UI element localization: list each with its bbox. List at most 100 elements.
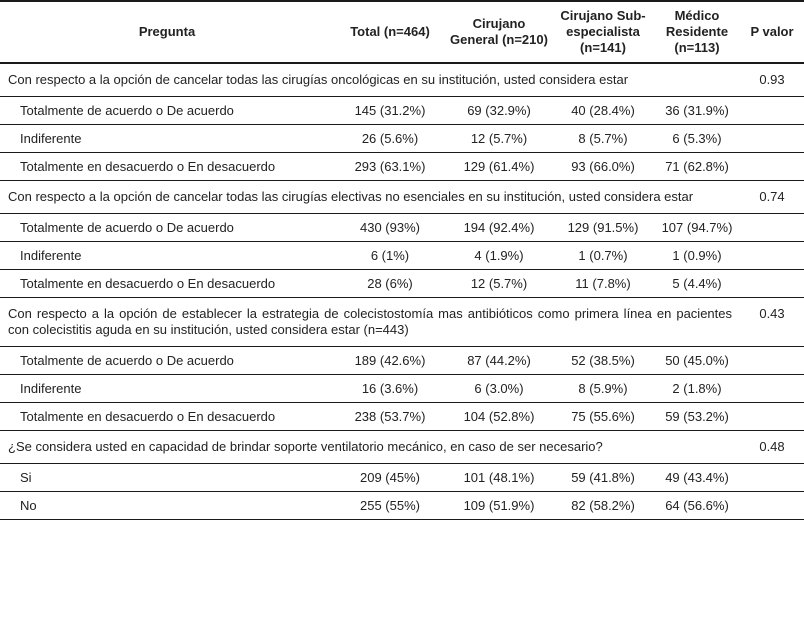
p-value-empty — [740, 491, 804, 520]
value-cell: 1 (0.9%) — [654, 241, 740, 270]
value-cell: 109 (51.9%) — [446, 491, 552, 520]
answer-row: Indiferente 6 (1%) 4 (1.9%) 1 (0.7%) 1 (0.9%… — [0, 241, 804, 270]
value-cell: 4 (1.9%) — [446, 241, 552, 270]
col-header-cirujano-general: Cirujano General (n=210) — [446, 1, 552, 64]
value-cell: 52 (38.5%) — [552, 346, 654, 375]
p-value: 0.74 — [740, 180, 804, 214]
value-cell: 49 (43.4%) — [654, 463, 740, 492]
answer-row: Totalmente de acuerdo o De acuerdo 189 (4… — [0, 346, 804, 375]
answer-row: No 255 (55%) 109 (51.9%) 82 (58.2%) 64 (56.6… — [0, 491, 804, 520]
p-value-empty — [740, 152, 804, 181]
answer-label: Totalmente en desacuerdo o En desacuerdo — [0, 402, 334, 431]
p-value-empty — [740, 346, 804, 375]
question-row: Con respecto a la opción de cancelar tod… — [0, 180, 804, 214]
value-cell: 50 (45.0%) — [654, 346, 740, 375]
p-value-empty — [740, 96, 804, 125]
question-row: Con respecto a la opción de cancelar tod… — [0, 63, 804, 97]
p-value-empty — [740, 124, 804, 153]
value-cell: 1 (0.7%) — [552, 241, 654, 270]
value-cell: 2 (1.8%) — [654, 374, 740, 403]
value-cell: 75 (55.6%) — [552, 402, 654, 431]
answer-row: Totalmente de acuerdo o De acuerdo 145 (3… — [0, 96, 804, 125]
p-value-empty — [740, 213, 804, 242]
value-cell: 101 (48.1%) — [446, 463, 552, 492]
value-cell: 129 (61.4%) — [446, 152, 552, 181]
value-cell: 107 (94.7%) — [654, 213, 740, 242]
value-cell: 59 (53.2%) — [654, 402, 740, 431]
question-row: ¿Se considera usted en capacidad de brin… — [0, 430, 804, 464]
value-cell: 82 (58.2%) — [552, 491, 654, 520]
value-cell: 145 (31.2%) — [334, 96, 446, 125]
value-cell: 6 (1%) — [334, 241, 446, 270]
value-cell: 238 (53.7%) — [334, 402, 446, 431]
answer-label: Totalmente de acuerdo o De acuerdo — [0, 213, 334, 242]
answer-row: Indiferente 26 (5.6%) 12 (5.7%) 8 (5.7%) 6 (… — [0, 124, 804, 153]
p-value: 0.93 — [740, 63, 804, 97]
answer-label: Totalmente en desacuerdo o En desacuerdo — [0, 269, 334, 298]
value-cell: 40 (28.4%) — [552, 96, 654, 125]
answer-row: Totalmente en desacuerdo o En desacuerdo… — [0, 402, 804, 431]
value-cell: 194 (92.4%) — [446, 213, 552, 242]
value-cell: 87 (44.2%) — [446, 346, 552, 375]
p-value-empty — [740, 241, 804, 270]
value-cell: 293 (63.1%) — [334, 152, 446, 181]
col-header-pregunta: Pregunta — [0, 1, 334, 64]
value-cell: 71 (62.8%) — [654, 152, 740, 181]
value-cell: 6 (5.3%) — [654, 124, 740, 153]
value-cell: 26 (5.6%) — [334, 124, 446, 153]
value-cell: 8 (5.7%) — [552, 124, 654, 153]
answer-label: Indiferente — [0, 241, 334, 270]
answer-row: Totalmente en desacuerdo o En desacuerdo… — [0, 152, 804, 181]
col-header-p-valor: P valor — [740, 1, 804, 64]
col-header-cirujano-subespecialista: Cirujano Sub-especialista (n=141) — [552, 1, 654, 64]
col-header-total: Total (n=464) — [334, 1, 446, 64]
question-text: Con respecto a la opción de establecer l… — [0, 297, 740, 347]
p-value-empty — [740, 463, 804, 492]
value-cell: 28 (6%) — [334, 269, 446, 298]
value-cell: 209 (45%) — [334, 463, 446, 492]
answer-label: Indiferente — [0, 374, 334, 403]
answer-label: Si — [0, 463, 334, 492]
col-header-medico-residente: Médico Residente (n=113) — [654, 1, 740, 64]
question-text: ¿Se considera usted en capacidad de brin… — [0, 430, 740, 464]
value-cell: 64 (56.6%) — [654, 491, 740, 520]
answer-label: Totalmente en desacuerdo o En desacuerdo — [0, 152, 334, 181]
value-cell: 6 (3.0%) — [446, 374, 552, 403]
value-cell: 36 (31.9%) — [654, 96, 740, 125]
answer-label: No — [0, 491, 334, 520]
answer-row: Si 209 (45%) 101 (48.1%) 59 (41.8%) 49 (43.4… — [0, 463, 804, 492]
value-cell: 104 (52.8%) — [446, 402, 552, 431]
p-value: 0.43 — [740, 297, 804, 347]
header-row: Pregunta Total (n=464) Cirujano General … — [0, 1, 804, 64]
answer-label: Totalmente de acuerdo o De acuerdo — [0, 96, 334, 125]
p-value: 0.48 — [740, 430, 804, 464]
answer-label: Totalmente de acuerdo o De acuerdo — [0, 346, 334, 375]
answer-label: Indiferente — [0, 124, 334, 153]
question-text: Con respecto a la opción de cancelar tod… — [0, 180, 740, 214]
value-cell: 430 (93%) — [334, 213, 446, 242]
value-cell: 189 (42.6%) — [334, 346, 446, 375]
value-cell: 59 (41.8%) — [552, 463, 654, 492]
survey-results-table: Pregunta Total (n=464) Cirujano General … — [0, 0, 804, 520]
value-cell: 255 (55%) — [334, 491, 446, 520]
table-body: Con respecto a la opción de cancelar tod… — [0, 63, 804, 520]
answer-row: Totalmente de acuerdo o De acuerdo 430 (9… — [0, 213, 804, 242]
question-text: Con respecto a la opción de cancelar tod… — [0, 63, 740, 97]
value-cell: 5 (4.4%) — [654, 269, 740, 298]
value-cell: 12 (5.7%) — [446, 269, 552, 298]
answer-row: Totalmente en desacuerdo o En desacuerdo… — [0, 269, 804, 298]
value-cell: 69 (32.9%) — [446, 96, 552, 125]
p-value-empty — [740, 402, 804, 431]
value-cell: 129 (91.5%) — [552, 213, 654, 242]
value-cell: 11 (7.8%) — [552, 269, 654, 298]
value-cell: 93 (66.0%) — [552, 152, 654, 181]
question-row: Con respecto a la opción de establecer l… — [0, 297, 804, 347]
table-header: Pregunta Total (n=464) Cirujano General … — [0, 1, 804, 64]
p-value-empty — [740, 269, 804, 298]
p-value-empty — [740, 374, 804, 403]
value-cell: 12 (5.7%) — [446, 124, 552, 153]
answer-row: Indiferente 16 (3.6%) 6 (3.0%) 8 (5.9%) 2 (1… — [0, 374, 804, 403]
value-cell: 16 (3.6%) — [334, 374, 446, 403]
value-cell: 8 (5.9%) — [552, 374, 654, 403]
